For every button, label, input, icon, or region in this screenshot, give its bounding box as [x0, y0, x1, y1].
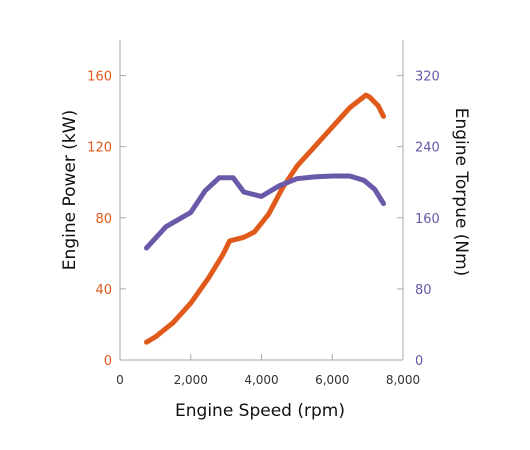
x-tick-label: 2,000 [174, 373, 208, 387]
left-tick-label: 0 [104, 354, 112, 369]
right-tick-label: 240 [415, 141, 440, 156]
left-tick-label: 80 [95, 212, 112, 227]
right-tick-label: 320 [415, 70, 440, 85]
axes-layer [119, 40, 404, 361]
torque-series-line [144, 173, 386, 251]
left-tick-label: 160 [87, 70, 112, 85]
right-axis-title: Engine Torpue (Nm) [451, 108, 471, 277]
left-tick-label: 120 [87, 141, 112, 156]
right-tick-label: 80 [415, 283, 432, 298]
x-tick-label: 4,000 [244, 373, 278, 387]
left-axis-title: Engine Power (kW) [60, 110, 80, 270]
x-tick-label: 6,000 [315, 373, 349, 387]
x-tick-label: 0 [116, 373, 124, 387]
x-tick-label: 8,000 [386, 373, 420, 387]
ticks-layer: 0 40 80 120 160 0 80 160 240 320 0 2,000 4,000 6,000 8… [87, 70, 440, 387]
series-layer [144, 92, 386, 345]
right-tick-label: 0 [415, 354, 423, 369]
power-series-line [144, 92, 386, 345]
x-axis-title: Engine Speed (rpm) [175, 401, 345, 421]
left-tick-label: 40 [95, 283, 112, 298]
right-tick-label: 160 [415, 212, 440, 227]
